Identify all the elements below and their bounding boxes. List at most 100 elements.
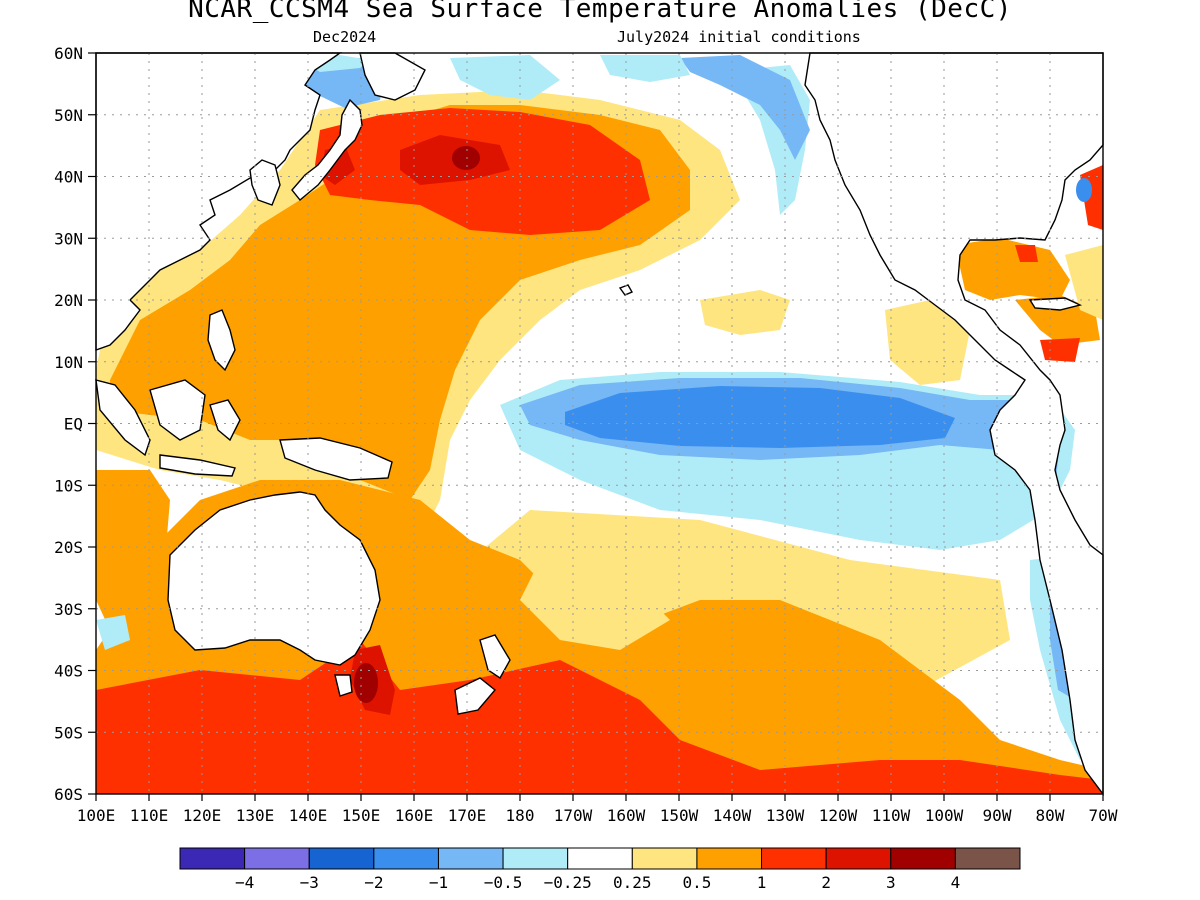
colorbar-tick-label: −0.25 xyxy=(544,873,592,892)
colorbar-tick-label: −0.5 xyxy=(484,873,523,892)
land-borneo xyxy=(149,379,206,441)
land-kamchatka xyxy=(359,52,426,101)
land-tasmania xyxy=(334,674,353,697)
cool-light-indian xyxy=(96,615,130,650)
land-north-america xyxy=(804,52,1104,797)
longitude-tick-label: 140E xyxy=(289,806,328,825)
warm-light-hawaii-band xyxy=(700,290,790,335)
latitude-tick-label: 10N xyxy=(54,353,83,372)
colorbar-swatch xyxy=(244,847,310,870)
longitude-tick-label: 120W xyxy=(819,806,858,825)
warm-strong-caribbean xyxy=(1040,338,1080,362)
hottest-tasman-spot xyxy=(354,663,378,703)
colorbar-swatch xyxy=(179,847,246,870)
longitude-tick-label: 170W xyxy=(554,806,593,825)
latitude-tick-label: 40S xyxy=(54,662,83,681)
latitude-tick-label: 20N xyxy=(54,291,83,310)
longitude-tick-label: 110W xyxy=(872,806,911,825)
land-new-zealand-north xyxy=(479,634,511,680)
land-java xyxy=(159,454,236,477)
colorbar-tick-label: 1 xyxy=(757,873,767,892)
cool-strong-nino-core xyxy=(565,386,955,448)
cool-gulf-of-alaska xyxy=(680,55,810,160)
hottest-kuroshio-spot xyxy=(452,146,480,170)
longitude-tick-label: 130W xyxy=(766,806,805,825)
colorbar-swatch xyxy=(825,847,892,870)
colorbar: −4 −3 −2 −1 −0.5 −0.25 0.25 0.5 1 2 3 4 xyxy=(179,847,1021,892)
longitude-tick-label: 180 xyxy=(506,806,535,825)
cool-light-gulf-edge xyxy=(600,55,690,82)
coastlines xyxy=(95,52,1104,797)
land-sumatra xyxy=(95,379,151,457)
longitude-tick-label: 100E xyxy=(77,806,116,825)
longitude-tick-label: 170E xyxy=(448,806,487,825)
latitude-axis: 60N 50N 40N 30N 20N 10N EQ 10S 20S 30S 40S 50S 60S xyxy=(54,44,96,804)
latitude-tick-label: 50N xyxy=(54,106,83,125)
latitude-tick-label: 30N xyxy=(54,229,83,248)
longitude-tick-label: 160E xyxy=(395,806,434,825)
latitude-tick-label: 60N xyxy=(54,44,83,63)
warm-indian-east xyxy=(96,470,175,640)
land-new-guinea xyxy=(279,437,393,481)
warm-light-southern-gap xyxy=(520,560,670,650)
longitude-tick-label: 110E xyxy=(130,806,169,825)
land-australia xyxy=(167,491,381,666)
longitude-tick-label: 90W xyxy=(983,806,1012,825)
warm-gulf-mexico xyxy=(955,238,1070,300)
latitude-tick-label: EQ xyxy=(64,415,83,434)
warm-light-atlantic xyxy=(1065,245,1103,320)
latitude-tick-label: 20S xyxy=(54,538,83,557)
land-philippines xyxy=(207,309,236,372)
longitude-tick-label: 140W xyxy=(713,806,752,825)
land-sulawesi xyxy=(209,399,241,442)
colorbar-swatch xyxy=(631,847,698,870)
cool-light-alaska-edge xyxy=(450,55,560,100)
colorbar-tick-label: −2 xyxy=(364,873,383,892)
initial-conditions-label: July2024 initial conditions xyxy=(617,28,861,46)
colorbar-swatch xyxy=(308,847,375,870)
land-japan xyxy=(291,98,363,201)
land-korea xyxy=(249,159,281,206)
colorbar-swatch xyxy=(437,847,504,870)
map-title: NCAR_CCSM4 Sea Surface Temperature Anoma… xyxy=(188,0,1012,24)
land-new-zealand-south xyxy=(454,677,497,715)
colorbar-swatch xyxy=(761,847,827,870)
colorbar-swatch xyxy=(890,847,956,870)
land-cuba xyxy=(1028,297,1083,311)
warm-light-mexico-coast xyxy=(885,300,970,385)
longitude-tick-label: 150E xyxy=(342,806,381,825)
colorbar-tick-label: 4 xyxy=(951,873,961,892)
colorbar-tick-label: −3 xyxy=(300,873,319,892)
colorbar-swatch xyxy=(696,847,763,870)
longitude-tick-label: 130E xyxy=(236,806,275,825)
latitude-tick-label: 50S xyxy=(54,723,83,742)
longitude-tick-label: 80W xyxy=(1036,806,1065,825)
colorbar-tick-label: 3 xyxy=(886,873,896,892)
colorbar-tick-label: −4 xyxy=(235,873,254,892)
longitude-tick-label: 100W xyxy=(925,806,964,825)
longitude-tick-label: 160W xyxy=(607,806,646,825)
land-hawaii xyxy=(618,284,633,296)
colorbar-swatch xyxy=(502,847,569,870)
longitude-tick-label: 150W xyxy=(660,806,699,825)
forecast-month: Dec2024 xyxy=(313,28,377,46)
colorbar-swatch xyxy=(567,847,633,870)
latitude-tick-label: 30S xyxy=(54,600,83,619)
colorbar-swatch xyxy=(373,847,439,870)
warm-strong-gulf-spots xyxy=(1015,245,1038,262)
colorbar-tick-label: 2 xyxy=(821,873,831,892)
colorbar-tick-label: 0.5 xyxy=(682,873,711,892)
colorbar-swatch xyxy=(954,847,1021,870)
latitude-tick-label: 40N xyxy=(54,168,83,187)
gridlines xyxy=(96,53,1103,794)
longitude-tick-label: 120E xyxy=(183,806,222,825)
longitude-tick-label: 70W xyxy=(1089,806,1118,825)
colorbar-tick-label: 0.25 xyxy=(613,873,652,892)
land-asia xyxy=(95,52,343,351)
latitude-tick-label: 60S xyxy=(54,785,83,804)
latitude-tick-label: 10S xyxy=(54,476,83,495)
longitude-axis: 100E 110E 120E 130E 140E 150E 160E 170E 180 170W 1… xyxy=(77,794,1118,825)
colorbar-tick-label: −1 xyxy=(429,873,448,892)
cool-strong-gulfstream-spot xyxy=(1076,178,1092,202)
